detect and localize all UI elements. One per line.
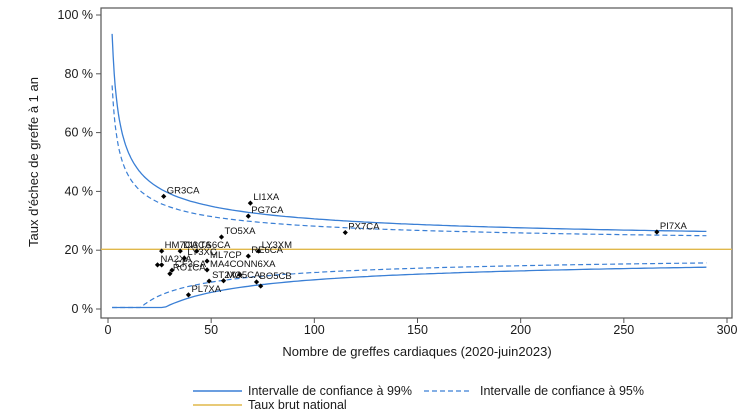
- legend-label-ci99: Intervalle de confiance à 99%: [248, 384, 412, 398]
- data-label: DI3CA: [183, 240, 212, 251]
- data-point: [185, 292, 192, 298]
- data-point: [342, 229, 348, 236]
- data-label: CF3CA: [175, 259, 207, 270]
- ci99-upper-line: [111, 33, 707, 233]
- x-tick-label: 0: [105, 323, 112, 337]
- data-point: [256, 248, 262, 254]
- x-axis: 0 50 100 150 200 250 300: [105, 318, 738, 337]
- ci95-lower-line: [112, 262, 707, 309]
- data-point: [177, 248, 183, 254]
- data-point: [181, 255, 187, 261]
- data-point: [204, 267, 210, 273]
- data-label: RE6CA: [251, 245, 283, 256]
- data-point: [159, 248, 165, 254]
- legend-label-ci95: Intervalle de confiance à 95%: [480, 384, 644, 398]
- data-point: [159, 262, 165, 268]
- y-axis-title: Taux d'échec de greffe à 1 an: [26, 77, 41, 247]
- data-label: LY3XC: [187, 247, 217, 258]
- data-label: PG7CA: [251, 205, 284, 216]
- data-point: [654, 229, 660, 235]
- data-point: [161, 193, 167, 199]
- data-point: [245, 213, 251, 219]
- data-point: [194, 248, 200, 254]
- data-label: RO1CA: [173, 263, 206, 274]
- data-label: LI1XA: [253, 192, 280, 203]
- plot-frame: [100, 7, 733, 319]
- data-label: ML7CP: [210, 250, 242, 261]
- x-axis-title: Nombre de greffes cardiaques (2020-juin2…: [282, 344, 551, 359]
- x-tick-label: 100: [304, 323, 325, 337]
- legend-label-national: Taux brut national: [248, 398, 347, 412]
- data-point: [253, 279, 260, 285]
- data-label: BO5CB: [260, 271, 292, 282]
- y-tick-label: 60 %: [65, 126, 94, 140]
- data-label: NA2XA: [161, 254, 193, 265]
- y-axis: 0 % 20 % 40 % 60 % 80 % 100 %: [58, 8, 101, 316]
- data-label: PI7XA: [660, 221, 688, 232]
- data-point: [218, 234, 225, 240]
- data-label: MO5CA: [227, 270, 261, 281]
- data-point: [245, 253, 251, 259]
- data-label: MA4CONN6XA: [210, 259, 276, 270]
- data-points: GR3CA LI1XA PG7CA TO5XA PX7CA PI7XA HM7CADI3CA…: [154, 185, 688, 298]
- data-label: GR3CA: [167, 185, 200, 196]
- data-point: [220, 278, 227, 284]
- data-label: ST2XA: [212, 270, 243, 281]
- data-point: [154, 262, 161, 268]
- x-tick-label: 300: [717, 323, 738, 337]
- data-label: HM7CA: [165, 240, 199, 251]
- ci95-upper-line: [111, 85, 707, 237]
- x-tick-label: 150: [407, 323, 428, 337]
- data-label: PL7XA: [191, 284, 221, 295]
- x-tick-label: 50: [204, 323, 218, 337]
- data-point: [169, 267, 175, 273]
- legend: Intervalle de confiance à 99% Intervalle…: [193, 384, 644, 412]
- y-tick-label: 0 %: [71, 302, 93, 316]
- data-label: TS6CA: [200, 240, 231, 251]
- data-point: [247, 200, 253, 206]
- x-tick-label: 250: [613, 323, 634, 337]
- ci99-lower-line: [112, 266, 707, 309]
- data-point: [258, 283, 264, 289]
- y-tick-label: 20 %: [65, 243, 94, 257]
- confidence-intervals: [111, 33, 707, 309]
- data-label: PX7CA: [348, 222, 380, 233]
- data-label: TO5XA: [224, 226, 256, 237]
- x-tick-label: 200: [510, 323, 531, 337]
- y-tick-label: 100 %: [58, 8, 93, 22]
- data-point: [237, 272, 243, 278]
- data-point: [206, 278, 212, 284]
- y-tick-label: 80 %: [65, 67, 94, 81]
- data-point: [204, 258, 210, 264]
- y-tick-label: 40 %: [65, 184, 94, 198]
- data-label: LY3XM: [262, 240, 293, 251]
- data-point: [167, 271, 173, 277]
